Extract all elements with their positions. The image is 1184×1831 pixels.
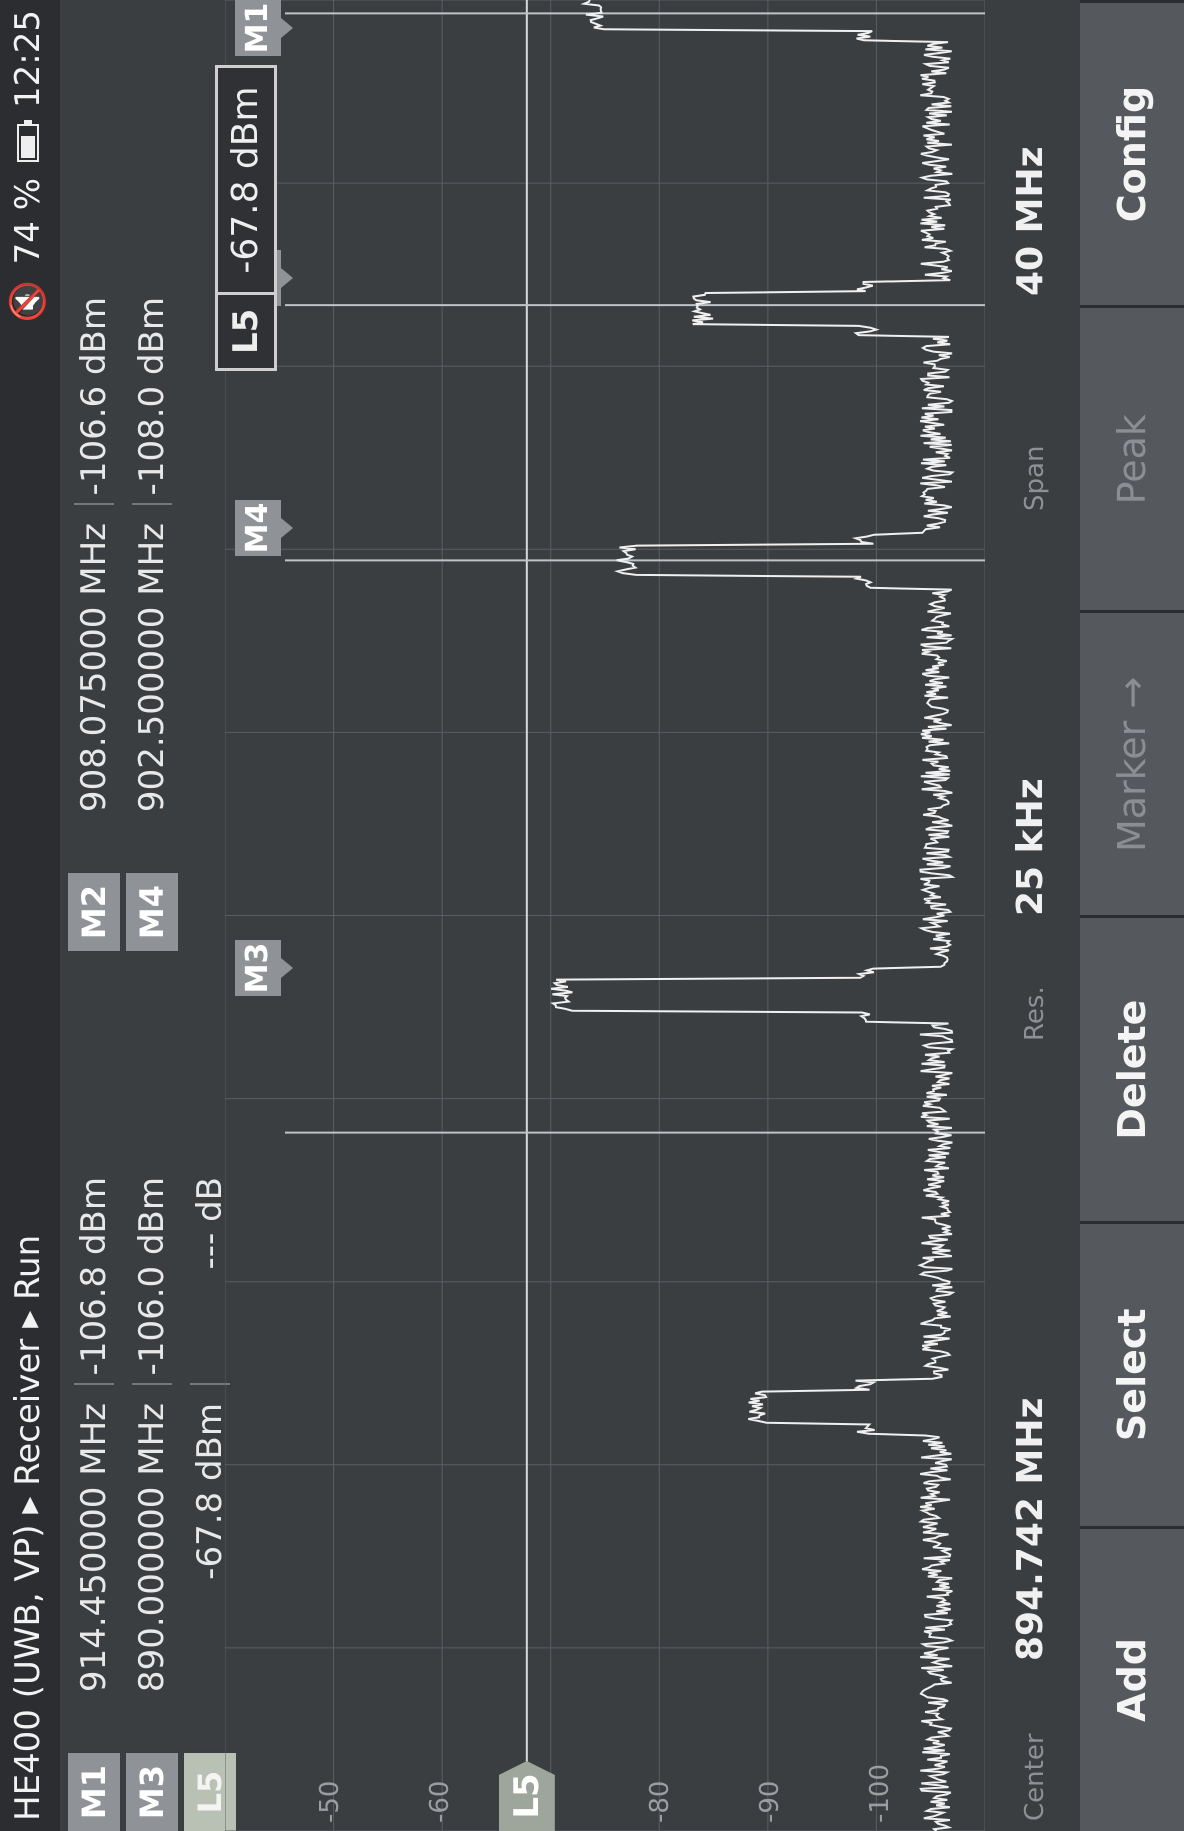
line-delta: --- dB (190, 1177, 230, 1385)
readout-label: L5 (218, 291, 274, 368)
y-tick-label: -100 (865, 1763, 895, 1823)
marker-row-m1[interactable]: M1 914.450000 MHz -106.8 dBm (66, 1177, 122, 1831)
res-caption: Res. (1020, 986, 1050, 1041)
config-button[interactable]: Config (1080, 0, 1184, 306)
marker-badge: M2 (68, 873, 120, 951)
y-tick-label: -50 (315, 1780, 345, 1823)
readout-value: -67.8 dBm (225, 86, 266, 274)
marker-level: -106.8 dBm (74, 1177, 114, 1385)
marker-flag-m3[interactable]: M3 (235, 940, 281, 996)
span-value[interactable]: 40 MHz (1010, 146, 1051, 296)
battery-percent: 74 % (8, 177, 48, 265)
status-area: 🔇 74 % 12:25 (8, 10, 48, 323)
line-readout: L5 -67.8 dBm (215, 65, 277, 371)
span-caption: Span (1020, 445, 1050, 511)
softkey-bar: Add Select Delete Marker → Peak Config (1080, 0, 1184, 1831)
select-button[interactable]: Select (1080, 1220, 1184, 1526)
marker-badge: M1 (68, 1753, 120, 1831)
clock: 12:25 (8, 10, 48, 108)
marker-level: -106.0 dBm (132, 1177, 172, 1385)
battery-level (21, 135, 35, 158)
y-tick-label: -90 (755, 1780, 785, 1823)
line-level: -67.8 dBm (190, 1403, 230, 1580)
spectrum-trace (550, 0, 956, 1831)
battery-icon (17, 123, 39, 162)
center-value[interactable]: 894.742 MHz (1010, 1397, 1051, 1661)
app-title: HE400 (UWB, VP) ▸ Receiver ▸ Run (8, 1234, 48, 1821)
spectrum-plot[interactable]: -50 -60 -80 -90 -100 M3 M4 M2 M1 L5 L5 -… (215, 0, 985, 1831)
marker-row-m3[interactable]: M3 890.000000 MHz -106.0 dBm (124, 1177, 180, 1831)
delete-button[interactable]: Delete (1080, 915, 1184, 1221)
marker-frequency: 902.500000 MHz (132, 523, 172, 813)
marker-level: -108.0 dBm (132, 297, 172, 505)
marker-flag-m4[interactable]: M4 (235, 500, 281, 556)
marker-row-m4[interactable]: M4 902.500000 MHz -108.0 dBm (124, 297, 180, 951)
center-caption: Center (1020, 1733, 1050, 1821)
spectrum-svg (225, 0, 985, 1831)
info-row: Center 894.742 MHz Res. 25 kHz Span 40 M… (990, 0, 1070, 1831)
add-button[interactable]: Add (1080, 1525, 1184, 1831)
res-value[interactable]: 25 kHz (1010, 778, 1051, 916)
marker-badge: M4 (126, 873, 178, 951)
marker-frequency: 908.075000 MHz (74, 523, 114, 813)
marker-frequency: 890.000000 MHz (132, 1403, 172, 1693)
mute-icon: 🔇 (8, 280, 48, 323)
peak-button[interactable]: Peak (1080, 305, 1184, 611)
marker-row-m2[interactable]: M2 908.075000 MHz -106.6 dBm (66, 297, 122, 951)
marker-frequency: 914.450000 MHz (74, 1403, 114, 1693)
marker-flag-m1[interactable]: M1 (235, 0, 281, 56)
y-tick-label: -80 (645, 1780, 675, 1823)
line-tag-l5[interactable]: L5 (499, 1761, 555, 1831)
y-tick-label: -60 (425, 1780, 455, 1823)
marker-badge: M3 (126, 1753, 178, 1831)
marker-level: -106.6 dBm (74, 297, 114, 505)
marker-to-button[interactable]: Marker → (1080, 610, 1184, 916)
title-bar: HE400 (UWB, VP) ▸ Receiver ▸ Run 🔇 74 % … (0, 0, 60, 1831)
